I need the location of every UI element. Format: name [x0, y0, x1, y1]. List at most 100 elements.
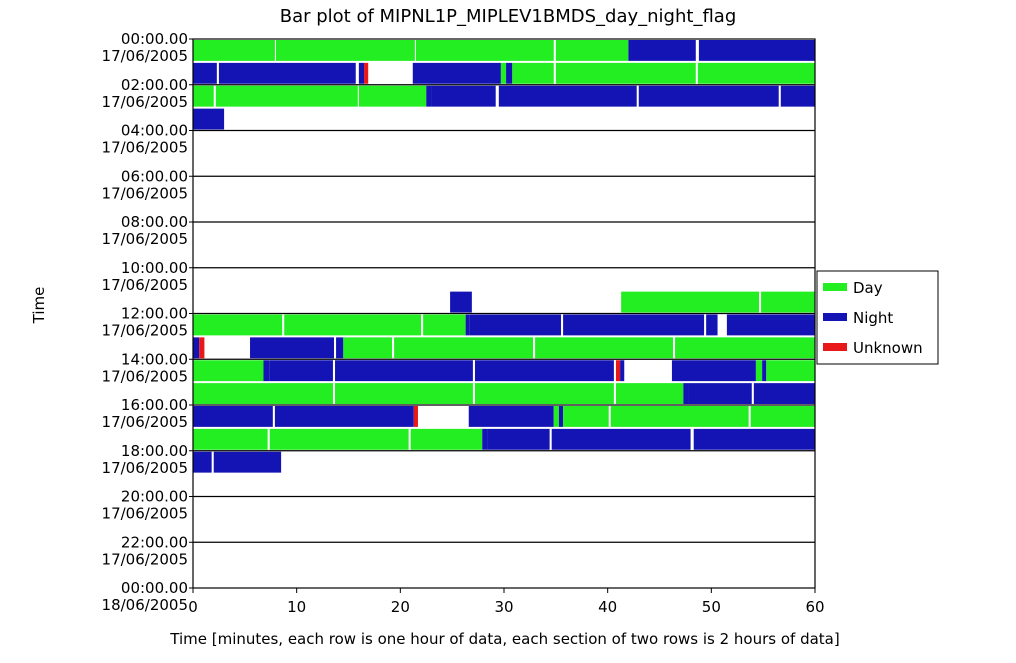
bar-segment-night	[431, 85, 496, 107]
y-tick-time-label: 02:00.00	[121, 76, 188, 94]
bar-segment-night	[250, 337, 334, 359]
bar-segment-night	[274, 406, 414, 427]
bar-segment-night	[762, 360, 767, 382]
y-tick-time-label: 04:00.00	[121, 122, 188, 140]
bar-segment-night	[780, 85, 815, 107]
bar-segment-day	[410, 428, 483, 450]
y-tick-date-label: 17/06/2005	[102, 276, 188, 294]
y-tick-time-label: 16:00.00	[121, 396, 188, 414]
y-tick-date-label: 17/06/2005	[102, 413, 188, 431]
bar-segment-night	[620, 360, 625, 382]
chart-title: Bar plot of MIPNL1P_MIPLEV1BMDS_day_nigh…	[280, 6, 737, 27]
bar-segment-night	[450, 291, 472, 313]
y-tick-time-label: 20:00.00	[121, 488, 188, 506]
bar-segment-day	[343, 337, 349, 359]
bar-segment-unknown	[364, 62, 369, 84]
bar-segment-night	[269, 360, 333, 382]
legend-swatch-unknown	[823, 343, 847, 351]
bar-segment-night	[558, 406, 564, 427]
bar-segment-night	[336, 337, 344, 359]
bar-segment-night	[335, 360, 473, 382]
bar-segment-day	[750, 406, 815, 427]
y-tick-time-label: 00:00.00	[121, 30, 188, 48]
bar-segment-day	[193, 360, 264, 382]
bar-segment-day	[474, 383, 614, 404]
bar-segment-day	[610, 406, 749, 427]
bar-segment-night	[193, 337, 200, 359]
bar-segment-night	[683, 383, 689, 404]
bar-segment-day	[193, 85, 214, 107]
bar-segment-night	[213, 451, 282, 473]
bar-segment-night	[698, 40, 815, 61]
y-tick-date-label: 17/06/2005	[102, 230, 188, 248]
bar-segment-night	[469, 314, 562, 336]
bar-segment-day	[335, 383, 473, 404]
bar-segment-day	[512, 62, 554, 84]
bar-segment-night	[563, 314, 705, 336]
bar-segment-night	[193, 406, 273, 427]
bar-segment-day	[215, 85, 358, 107]
legend-label-day: Day	[853, 279, 883, 297]
y-tick-date-label: 17/06/2005	[102, 550, 188, 568]
y-tick-time-label: 14:00.00	[121, 350, 188, 368]
x-tick-label: 0	[188, 598, 198, 616]
bar-segment-day	[555, 62, 696, 84]
bar-segment-day	[555, 40, 629, 61]
x-tick-label: 40	[598, 598, 617, 616]
bar-segment-night	[193, 108, 225, 130]
bar-segment-night	[693, 428, 815, 450]
bar-segment-day	[193, 40, 275, 61]
bar-segment-night	[482, 428, 488, 450]
bar-segment-night	[263, 360, 270, 382]
y-tick-time-label: 10:00.00	[121, 259, 188, 277]
y-tick-time-label: 12:00.00	[121, 305, 188, 323]
bar-segment-night	[474, 360, 614, 382]
bar-segment-night	[631, 40, 696, 61]
bar-segment-day	[193, 314, 283, 336]
bar-segment-day	[553, 406, 559, 427]
bar-segment-day	[423, 314, 466, 336]
bar-segment-night	[487, 428, 550, 450]
bar-segment-night	[551, 428, 691, 450]
x-tick-label: 30	[494, 598, 513, 616]
bar-segment-night	[193, 62, 217, 84]
y-axis-ticks: 00:00.0017/06/200502:00.0017/06/200504:0…	[102, 30, 193, 614]
bar-segment-day	[193, 383, 333, 404]
bar-segment-day	[269, 428, 409, 450]
bar-segment-day	[766, 360, 815, 382]
bar-segment-night	[193, 451, 212, 473]
x-tick-label: 50	[702, 598, 721, 616]
y-tick-time-label: 06:00.00	[121, 167, 188, 185]
bar-segment-day	[394, 337, 534, 359]
x-tick-label: 60	[805, 598, 824, 616]
y-tick-time-label: 08:00.00	[121, 213, 188, 231]
bar-segment-night	[688, 383, 752, 404]
bar-segment-night	[726, 314, 815, 336]
bar-segment-day	[761, 291, 815, 313]
y-tick-date-label: 17/06/2005	[102, 367, 188, 385]
y-tick-date-label: 17/06/2005	[102, 505, 188, 523]
bar-segment-day	[755, 360, 763, 382]
bar-segment-day	[500, 62, 507, 84]
plot-frame	[192, 38, 816, 589]
bar-segment-day	[697, 62, 815, 84]
bar-segment-day	[284, 314, 422, 336]
bar-segment-night	[218, 62, 356, 84]
bar-segment-day	[535, 337, 673, 359]
y-tick-date-label: 17/06/2005	[102, 322, 188, 340]
x-axis-ticks: 0 10 20 30 40 50 60	[188, 588, 825, 616]
legend-label-night: Night	[853, 309, 893, 327]
bar-segment-night	[706, 314, 718, 336]
bar-segment-night	[468, 406, 554, 427]
legend-label-unknown: Unknown	[853, 339, 923, 357]
bar-segment-night	[465, 314, 470, 336]
y-tick-time-label: 00:00.00	[121, 579, 188, 597]
bar-segment-unknown	[199, 337, 205, 359]
y-tick-date-label: 17/06/2005	[102, 459, 188, 477]
bar-segment-night	[412, 62, 501, 84]
bar-segment-night	[506, 62, 513, 84]
y-tick-date-label: 17/06/2005	[102, 139, 188, 157]
legend-swatch-day	[823, 283, 847, 291]
bar-segment-day	[193, 428, 268, 450]
